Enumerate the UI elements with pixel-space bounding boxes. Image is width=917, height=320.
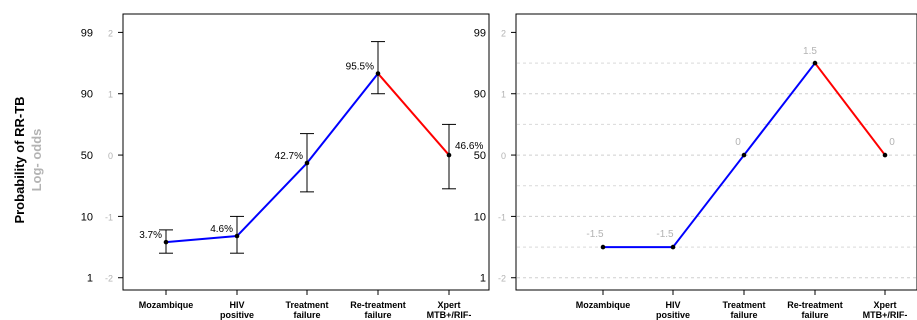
right-x-category-label: Xpert MTB+/RIF- [863, 300, 908, 320]
right-y-tick-label-probability: 10 [474, 211, 486, 223]
left-y-tick-label-probability: 50 [81, 150, 93, 162]
left-y-tick-label-log-odds: 0 [108, 151, 113, 161]
right-y-tick-label-log-odds: 1 [501, 90, 506, 100]
y-axis-title: Probability of RR-TB [12, 96, 27, 223]
left-y-tick-label-log-odds: 1 [108, 90, 113, 100]
right-x-category-label: Treatment failure [722, 300, 765, 320]
left-y-tick-label-log-odds: -2 [105, 274, 113, 284]
left-series-segment [306, 72, 379, 164]
right-data-label: 0 [735, 137, 741, 148]
left-series-segment [236, 162, 308, 237]
right-x-category-label: Mozambique [576, 300, 631, 310]
right-data-label: -1.5 [656, 229, 674, 240]
right-data-point [812, 60, 818, 66]
left-chart-panel: 99 2 90 1 50 0 10 -1 1 -2 Mozambique HIV positive Tre… [81, 13, 490, 320]
right-y-tick-label-probability: 99 [474, 27, 486, 39]
right-series-segment [743, 62, 816, 156]
left-data-label: 95.5% [346, 61, 374, 72]
right-data-label: 1.5 [803, 46, 817, 57]
right-series-segment [672, 154, 745, 248]
right-series-segment [814, 62, 886, 156]
y-axis-subtitle: Log- odds [29, 129, 44, 192]
left-data-label: 42.7% [275, 151, 303, 162]
left-data-point [446, 152, 452, 158]
left-x-category-label: HIV positive [220, 300, 254, 320]
right-data-point [600, 244, 606, 250]
right-data-point [741, 152, 747, 158]
left-y-tick-label-log-odds: 2 [108, 28, 113, 38]
y-axis-title-group: Probability of RR-TB Log- odds [12, 96, 44, 223]
left-series-segment [165, 235, 238, 244]
left-y-tick-label-probability: 1 [87, 273, 93, 285]
left-x-category-label: Re-treatment failure [350, 300, 406, 320]
left-data-point [375, 71, 381, 76]
left-data-point [234, 233, 240, 239]
left-data-label: 3.7% [139, 230, 162, 241]
right-y-tick-label-probability: 90 [474, 89, 486, 101]
right-data-point [670, 244, 676, 250]
right-x-category-label: HIV positive [656, 300, 690, 320]
left-plot-frame [122, 13, 490, 291]
left-y-tick-label-log-odds: -1 [105, 212, 113, 222]
left-x-category-label: Mozambique [139, 300, 194, 310]
left-series-segment [377, 72, 450, 156]
right-chart-panel: 99 2 90 1 50 0 10 -1 1 -2 Mozambique HIV positive Tre… [474, 13, 917, 320]
right-data-label: -1.5 [586, 229, 604, 240]
left-data-point [304, 160, 310, 166]
right-y-tick-label-log-odds: -2 [498, 274, 506, 284]
left-x-category-label: Treatment failure [285, 300, 328, 320]
right-y-tick-label-probability: 1 [480, 273, 486, 285]
right-y-tick-label-probability: 50 [474, 150, 486, 162]
right-data-label: 0 [889, 137, 895, 148]
left-data-point [163, 239, 169, 245]
left-y-tick-label-probability: 90 [81, 89, 93, 101]
left-data-label: 46.6% [455, 141, 483, 152]
right-y-tick-label-log-odds: 0 [501, 151, 506, 161]
right-data-point [882, 152, 888, 158]
right-plot-frame [515, 13, 917, 291]
left-y-tick-label-probability: 99 [81, 27, 93, 39]
left-data-label: 4.6% [210, 224, 233, 235]
right-y-tick-label-log-odds: 2 [501, 28, 506, 38]
left-x-category-label: Xpert MTB+/RIF- [427, 300, 472, 320]
left-y-tick-label-probability: 10 [81, 211, 93, 223]
right-y-tick-label-log-odds: -1 [498, 212, 506, 222]
right-x-category-label: Re-treatment failure [787, 300, 843, 320]
